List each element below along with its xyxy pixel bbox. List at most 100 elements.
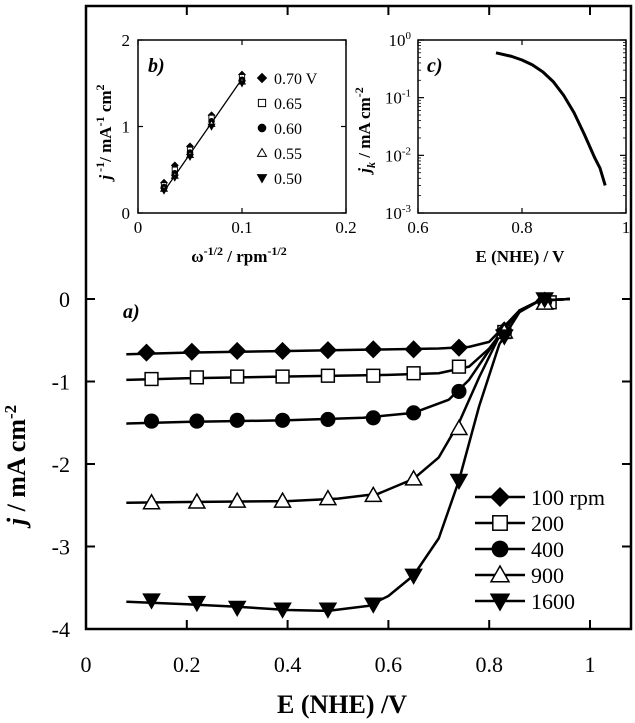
legend-entry: 0.70 V — [274, 71, 318, 88]
data-point — [137, 343, 156, 362]
panel-c-label: c) — [427, 55, 443, 77]
data-point — [170, 174, 179, 182]
c-x-tick-label: 0.8 — [511, 218, 532, 237]
y-tick-label: -2 — [52, 452, 70, 477]
x-tick-label: 0.4 — [274, 652, 302, 677]
data-point — [230, 369, 245, 384]
legend-marker — [257, 98, 267, 108]
data-point — [275, 412, 291, 428]
data-point — [228, 341, 247, 361]
panel-c-ylabel: jk / mA cm-2 — [352, 87, 378, 175]
b-x-tick-label: 0.1 — [231, 218, 252, 237]
data-point — [182, 342, 201, 361]
panel-a-xlabel: E (NHE) /V — [277, 690, 407, 719]
x-tick-label: 0.2 — [173, 652, 201, 677]
legend-entry: 0.65 — [274, 96, 302, 113]
x-tick-label: 0 — [81, 652, 92, 677]
data-point — [159, 187, 169, 195]
data-point — [363, 597, 383, 614]
data-point — [189, 370, 205, 385]
legend-entry: 100 rpm — [531, 485, 605, 510]
data-point — [320, 411, 336, 428]
data-point — [237, 80, 247, 88]
data-point — [273, 341, 292, 361]
data-point — [449, 419, 469, 436]
data-point — [187, 595, 207, 613]
data-point — [227, 600, 247, 618]
data-point — [318, 341, 337, 360]
data-point — [404, 340, 423, 359]
b-y-tick-label: 1 — [122, 118, 131, 137]
panel-a-ylabel: j / mA cm-2 — [1, 405, 31, 529]
series-line — [495, 51, 607, 186]
data-point — [404, 568, 423, 585]
legend-entry: 1600 — [531, 589, 575, 614]
data-point — [189, 413, 205, 429]
b-x-tick-label: 0.2 — [335, 218, 356, 237]
data-point — [366, 368, 381, 383]
b-y-tick-label: 0 — [122, 204, 131, 223]
y-tick-label: -3 — [52, 535, 70, 560]
b-y-tick-label: 2 — [122, 31, 131, 50]
data-point — [364, 340, 383, 359]
b-x-tick-label: 0 — [134, 218, 143, 237]
data-point — [273, 491, 292, 508]
legend-marker — [492, 515, 508, 531]
legend-marker — [256, 174, 268, 184]
legend-marker — [491, 540, 509, 558]
panel-b-label: b) — [148, 55, 165, 77]
data-point — [406, 405, 422, 421]
data-point — [404, 469, 423, 486]
legend-entry: 0.60 — [274, 121, 302, 138]
legend-marker — [489, 486, 511, 508]
data-point — [449, 338, 469, 357]
legend-marker — [257, 123, 267, 133]
legend-entry: 0.55 — [274, 146, 302, 163]
data-point — [142, 493, 161, 510]
series-line-2 — [126, 297, 570, 425]
y-tick-label: 0 — [59, 287, 70, 312]
panel-c-frame — [417, 39, 627, 214]
data-point — [275, 369, 290, 384]
panel-c-xlabel: E (NHE) / V — [476, 247, 566, 266]
panel-b-ylabel: j -1/ mA-1 cm2 — [93, 84, 115, 182]
x-tick-label: 1 — [585, 652, 596, 677]
data-point — [535, 292, 554, 309]
data-point — [318, 489, 338, 506]
legend-entry: 200 — [531, 511, 564, 536]
data-point — [185, 153, 195, 161]
c-y-tick-label: 10-2 — [385, 145, 411, 165]
data-point — [363, 485, 383, 503]
panel-a-label: a) — [123, 301, 140, 323]
c-x-tick-label: 0.6 — [407, 218, 428, 237]
data-point — [187, 492, 207, 509]
data-point — [365, 410, 381, 426]
x-tick-label: 0.6 — [375, 652, 403, 677]
legend-marker — [489, 593, 511, 612]
data-point — [227, 491, 247, 508]
legend-marker — [489, 564, 511, 583]
data-point — [273, 602, 292, 619]
y-tick-label: -1 — [52, 370, 70, 395]
legend-entry: 0.50 — [274, 171, 302, 188]
data-point — [495, 329, 514, 346]
data-point — [320, 368, 336, 383]
data-point — [451, 383, 467, 399]
panel-b-frame — [137, 39, 347, 214]
data-point — [318, 602, 338, 619]
legend-entry: 400 — [531, 537, 564, 562]
data-point — [207, 123, 216, 131]
data-point — [451, 359, 467, 374]
data-point — [143, 413, 160, 429]
data-point — [406, 366, 421, 381]
panel-b: b) 0 0.1 0.2 0 1 2 0.70 V 0.65 0.60 0.55 0.50 ω-1… — [93, 31, 357, 266]
data-point — [144, 371, 159, 387]
y-tick-label: -4 — [52, 617, 70, 642]
panel-c: c) 0.6 0.8 1 100 10-1 10-2 10-3 E (NHE) / V jk… — [352, 30, 630, 266]
c-y-tick-label: 10-1 — [385, 88, 411, 108]
c-x-tick-label: 1 — [622, 218, 631, 237]
legend-marker — [256, 72, 268, 84]
c-y-tick-label: 10-3 — [385, 203, 412, 223]
panel-a: a) 0 0.2 0.4 0.6 0.8 10-1-2-3-4 100 rpm200400… — [1, 4, 633, 719]
